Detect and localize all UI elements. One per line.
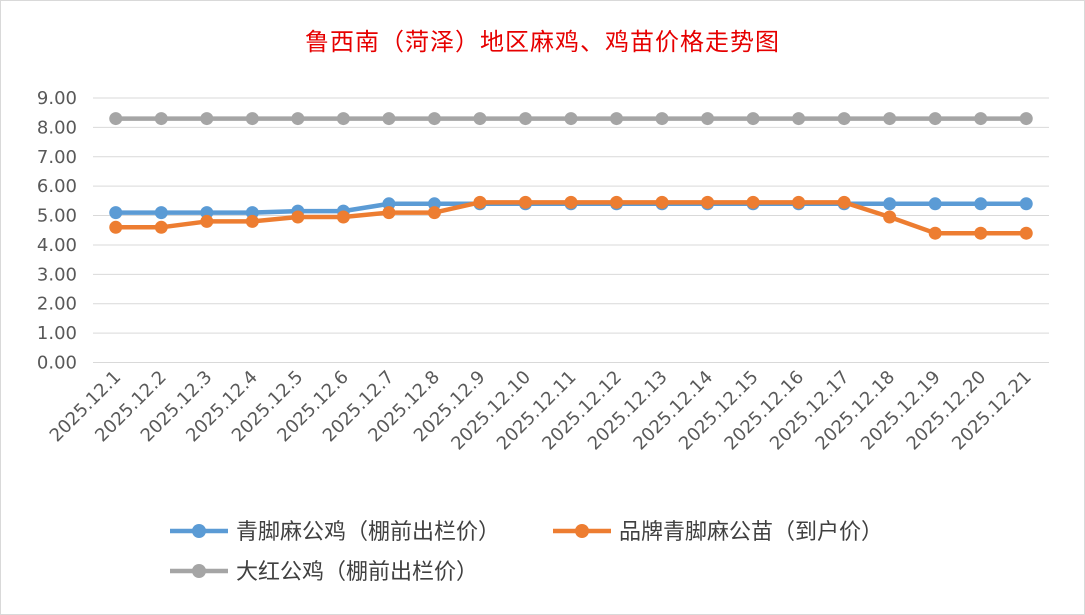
y-tick-label: 2.00	[37, 294, 77, 315]
legend-swatch-marker	[192, 564, 206, 578]
data-point	[245, 214, 259, 228]
legend-entry: 品牌青脚麻公苗（到户价）	[553, 520, 883, 545]
data-point	[701, 112, 715, 126]
data-point	[1019, 197, 1033, 211]
chart-title: 鲁西南（菏泽）地区麻鸡、鸡苗价格走势图	[305, 28, 780, 56]
series-1	[109, 195, 1033, 240]
data-point	[473, 112, 487, 126]
data-point	[974, 112, 988, 126]
data-point	[564, 112, 578, 126]
data-point	[928, 112, 942, 126]
legend-entry: 大红公鸡（棚前出栏价）	[170, 560, 478, 585]
y-axis-ticks: 0.00 1.00 2.00 3.00 4.00 5.00 6.00 7.00 8.00 9.00	[37, 88, 77, 374]
series-2	[109, 112, 1033, 126]
legend-swatch-marker	[575, 524, 589, 538]
legend-swatch-marker	[192, 524, 206, 538]
data-point	[655, 195, 669, 209]
legend: 青脚麻公鸡（棚前出栏价） 品牌青脚麻公苗（到户价） 大红公鸡（棚前出栏价）	[170, 520, 883, 585]
legend-entry: 青脚麻公鸡（棚前出栏价）	[170, 520, 500, 545]
data-point	[427, 206, 441, 220]
gridlines	[93, 97, 1049, 363]
data-point	[883, 112, 897, 126]
data-point	[200, 112, 214, 126]
data-point	[518, 195, 532, 209]
data-point	[792, 195, 806, 209]
data-point	[701, 195, 715, 209]
data-point	[154, 206, 168, 220]
data-point	[109, 112, 123, 126]
legend-label: 品牌青脚麻公苗（到户价）	[619, 520, 883, 545]
data-point	[928, 226, 942, 240]
data-point	[883, 210, 897, 224]
data-point	[154, 220, 168, 234]
data-point	[245, 112, 259, 126]
data-point	[746, 195, 760, 209]
data-point	[154, 112, 168, 126]
y-tick-label: 9.00	[37, 88, 77, 109]
data-point	[336, 210, 350, 224]
data-point	[837, 195, 851, 209]
legend-label: 青脚麻公鸡（棚前出栏价）	[236, 520, 500, 545]
y-tick-label: 0.00	[37, 353, 77, 374]
x-axis-ticks: 2025.12.12025.12.22025.12.32025.12.42025…	[46, 367, 1036, 455]
data-point	[655, 112, 669, 126]
data-point	[837, 112, 851, 126]
data-point	[518, 112, 532, 126]
data-point	[792, 112, 806, 126]
y-tick-label: 8.00	[37, 117, 77, 138]
data-point	[974, 226, 988, 240]
y-tick-label: 5.00	[37, 206, 77, 227]
data-point	[291, 112, 305, 126]
y-tick-label: 7.00	[37, 147, 77, 168]
y-tick-label: 1.00	[37, 323, 77, 344]
data-point	[1019, 112, 1033, 126]
y-tick-label: 3.00	[37, 264, 77, 285]
data-point	[610, 112, 624, 126]
data-point	[974, 197, 988, 211]
data-point	[473, 195, 487, 209]
legend-label: 大红公鸡（棚前出栏价）	[236, 560, 478, 585]
data-point	[564, 195, 578, 209]
data-point	[382, 206, 396, 220]
data-point	[109, 220, 123, 234]
data-point	[200, 214, 214, 228]
data-point	[427, 112, 441, 126]
y-tick-label: 6.00	[37, 176, 77, 197]
data-point	[610, 195, 624, 209]
data-point	[291, 210, 305, 224]
data-point	[883, 197, 897, 211]
data-point	[746, 112, 760, 126]
y-tick-label: 4.00	[37, 235, 77, 256]
data-point	[382, 112, 396, 126]
data-point	[336, 112, 350, 126]
series-lines	[109, 112, 1033, 240]
data-point	[928, 197, 942, 211]
data-point	[109, 206, 123, 220]
data-point	[1019, 226, 1033, 240]
